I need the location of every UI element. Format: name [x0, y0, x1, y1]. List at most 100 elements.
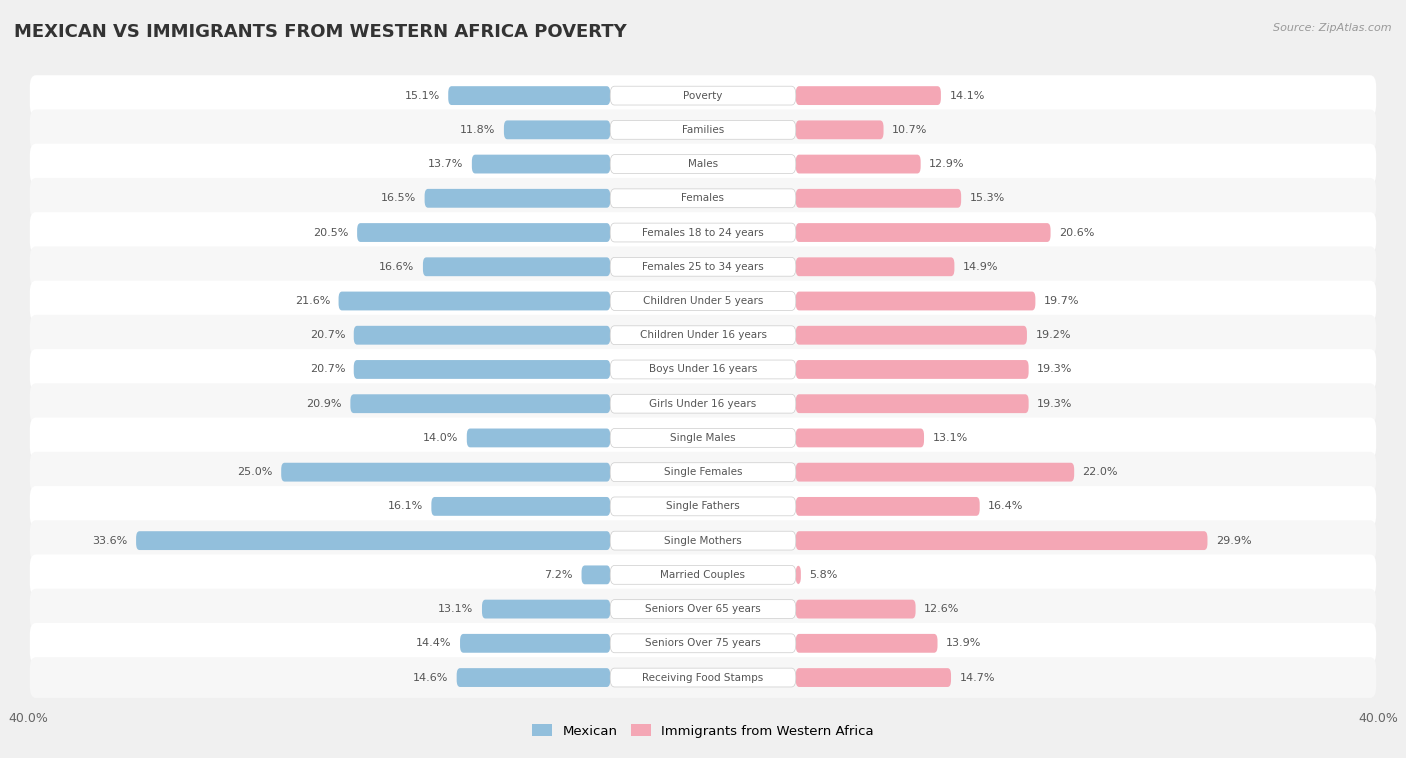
- FancyBboxPatch shape: [796, 292, 1035, 311]
- Text: Source: ZipAtlas.com: Source: ZipAtlas.com: [1274, 23, 1392, 33]
- FancyBboxPatch shape: [610, 428, 796, 447]
- Text: 20.6%: 20.6%: [1059, 227, 1094, 237]
- Text: 16.6%: 16.6%: [380, 262, 415, 272]
- FancyBboxPatch shape: [796, 497, 980, 515]
- FancyBboxPatch shape: [339, 292, 610, 311]
- Text: 14.0%: 14.0%: [423, 433, 458, 443]
- FancyBboxPatch shape: [432, 497, 610, 515]
- FancyBboxPatch shape: [136, 531, 610, 550]
- Text: 11.8%: 11.8%: [460, 125, 495, 135]
- Text: Girls Under 16 years: Girls Under 16 years: [650, 399, 756, 409]
- Text: Boys Under 16 years: Boys Under 16 years: [648, 365, 758, 374]
- Text: 16.4%: 16.4%: [988, 501, 1024, 512]
- Text: Married Couples: Married Couples: [661, 570, 745, 580]
- Text: Families: Families: [682, 125, 724, 135]
- FancyBboxPatch shape: [610, 189, 796, 208]
- Text: 14.7%: 14.7%: [959, 672, 995, 682]
- FancyBboxPatch shape: [30, 418, 1376, 459]
- FancyBboxPatch shape: [610, 531, 796, 550]
- FancyBboxPatch shape: [610, 292, 796, 311]
- FancyBboxPatch shape: [30, 623, 1376, 664]
- Text: 33.6%: 33.6%: [93, 536, 128, 546]
- Text: 19.2%: 19.2%: [1035, 330, 1071, 340]
- FancyBboxPatch shape: [610, 497, 796, 515]
- FancyBboxPatch shape: [30, 212, 1376, 253]
- FancyBboxPatch shape: [449, 86, 610, 105]
- FancyBboxPatch shape: [30, 315, 1376, 356]
- FancyBboxPatch shape: [796, 86, 941, 105]
- FancyBboxPatch shape: [30, 349, 1376, 390]
- Text: 20.7%: 20.7%: [309, 365, 346, 374]
- Text: 20.9%: 20.9%: [307, 399, 342, 409]
- Text: 19.3%: 19.3%: [1038, 399, 1073, 409]
- Text: 15.3%: 15.3%: [970, 193, 1005, 203]
- FancyBboxPatch shape: [610, 121, 796, 139]
- FancyBboxPatch shape: [482, 600, 610, 619]
- Text: 13.9%: 13.9%: [946, 638, 981, 648]
- FancyBboxPatch shape: [30, 486, 1376, 527]
- Text: Children Under 16 years: Children Under 16 years: [640, 330, 766, 340]
- FancyBboxPatch shape: [610, 86, 796, 105]
- Text: 20.7%: 20.7%: [309, 330, 346, 340]
- Text: 10.7%: 10.7%: [891, 125, 928, 135]
- Text: 14.4%: 14.4%: [416, 638, 451, 648]
- FancyBboxPatch shape: [796, 634, 938, 653]
- Text: Seniors Over 75 years: Seniors Over 75 years: [645, 638, 761, 648]
- FancyBboxPatch shape: [610, 668, 796, 687]
- FancyBboxPatch shape: [30, 109, 1376, 150]
- Text: Single Fathers: Single Fathers: [666, 501, 740, 512]
- FancyBboxPatch shape: [796, 565, 801, 584]
- FancyBboxPatch shape: [30, 657, 1376, 698]
- FancyBboxPatch shape: [796, 668, 950, 687]
- FancyBboxPatch shape: [610, 258, 796, 276]
- Text: Females: Females: [682, 193, 724, 203]
- FancyBboxPatch shape: [423, 258, 610, 276]
- Text: 20.5%: 20.5%: [314, 227, 349, 237]
- FancyBboxPatch shape: [610, 223, 796, 242]
- FancyBboxPatch shape: [610, 634, 796, 653]
- FancyBboxPatch shape: [30, 589, 1376, 629]
- FancyBboxPatch shape: [796, 258, 955, 276]
- FancyBboxPatch shape: [610, 326, 796, 345]
- Text: Single Females: Single Females: [664, 467, 742, 477]
- Text: 5.8%: 5.8%: [810, 570, 838, 580]
- FancyBboxPatch shape: [354, 326, 610, 345]
- FancyBboxPatch shape: [610, 565, 796, 584]
- FancyBboxPatch shape: [610, 462, 796, 481]
- Text: 13.1%: 13.1%: [932, 433, 967, 443]
- FancyBboxPatch shape: [610, 360, 796, 379]
- FancyBboxPatch shape: [796, 531, 1208, 550]
- FancyBboxPatch shape: [796, 428, 924, 447]
- FancyBboxPatch shape: [357, 223, 610, 242]
- Text: Children Under 5 years: Children Under 5 years: [643, 296, 763, 306]
- FancyBboxPatch shape: [30, 178, 1376, 218]
- FancyBboxPatch shape: [350, 394, 610, 413]
- Text: 21.6%: 21.6%: [295, 296, 330, 306]
- FancyBboxPatch shape: [796, 121, 883, 139]
- FancyBboxPatch shape: [30, 452, 1376, 493]
- Text: Receiving Food Stamps: Receiving Food Stamps: [643, 672, 763, 682]
- FancyBboxPatch shape: [610, 600, 796, 619]
- FancyBboxPatch shape: [30, 280, 1376, 321]
- Text: 14.6%: 14.6%: [413, 672, 449, 682]
- FancyBboxPatch shape: [30, 520, 1376, 561]
- FancyBboxPatch shape: [30, 555, 1376, 595]
- Text: Females 18 to 24 years: Females 18 to 24 years: [643, 227, 763, 237]
- FancyBboxPatch shape: [30, 75, 1376, 116]
- Text: 25.0%: 25.0%: [238, 467, 273, 477]
- FancyBboxPatch shape: [796, 600, 915, 619]
- FancyBboxPatch shape: [796, 223, 1050, 242]
- FancyBboxPatch shape: [467, 428, 610, 447]
- FancyBboxPatch shape: [460, 634, 610, 653]
- Text: Single Males: Single Males: [671, 433, 735, 443]
- Text: 7.2%: 7.2%: [544, 570, 574, 580]
- Text: 16.1%: 16.1%: [388, 501, 423, 512]
- FancyBboxPatch shape: [610, 155, 796, 174]
- Text: 15.1%: 15.1%: [405, 91, 440, 101]
- Legend: Mexican, Immigrants from Western Africa: Mexican, Immigrants from Western Africa: [527, 719, 879, 743]
- FancyBboxPatch shape: [796, 360, 1029, 379]
- Text: 14.1%: 14.1%: [949, 91, 984, 101]
- Text: 16.5%: 16.5%: [381, 193, 416, 203]
- FancyBboxPatch shape: [796, 189, 962, 208]
- FancyBboxPatch shape: [610, 394, 796, 413]
